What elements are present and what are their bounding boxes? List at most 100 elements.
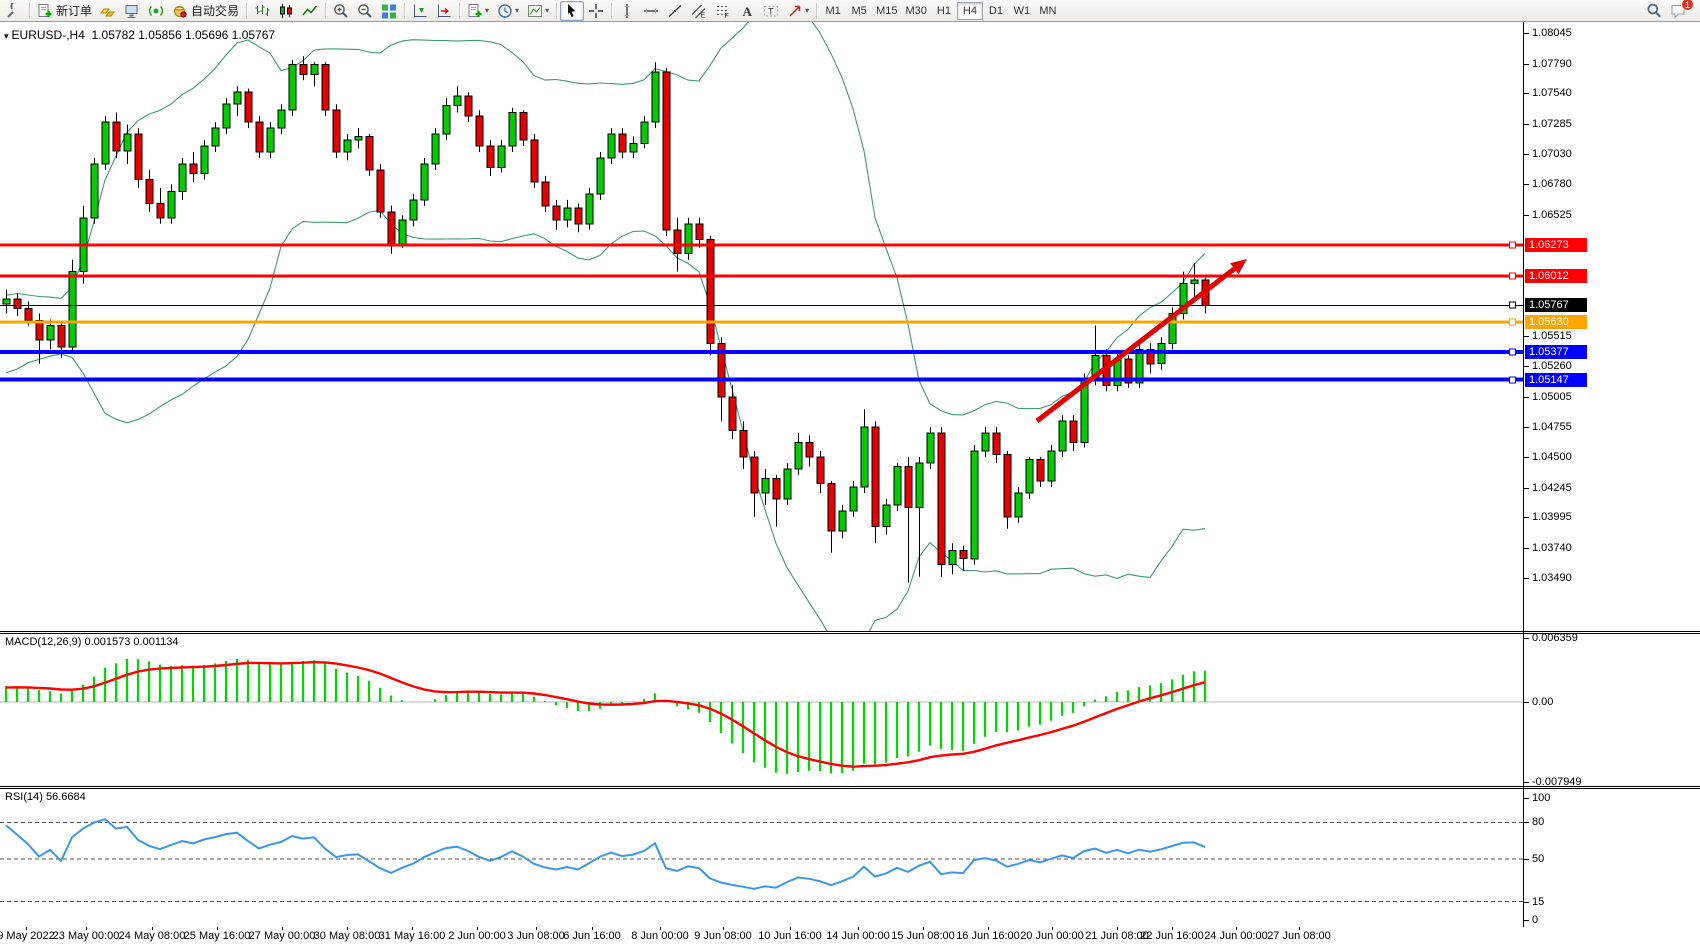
macd-label: MACD(12,26,9) 0.001573 0.001134 [3,636,181,648]
template-icon [527,3,543,19]
fibonacci-button[interactable]: F [711,1,735,21]
label-button[interactable]: T [759,1,783,21]
time-axis-tick [536,927,537,930]
svg-text:F: F [725,13,729,19]
price-line-anchor[interactable] [1509,272,1516,280]
macd-axis-label: 0.00 [1532,696,1554,708]
time-axis-label: 31 May 16:00 [378,930,446,942]
time-axis-label: 9 May 2022 [0,930,55,942]
price-axis-tick [1524,457,1529,458]
text-button[interactable]: A [735,1,759,21]
hline-icon [643,3,659,19]
time-axis-label: 25 May 16:00 [183,930,251,942]
chevron-down-icon: ▾ [545,6,550,15]
text-icon: A [739,3,755,19]
auto-scroll-button[interactable] [432,1,456,21]
time-axis-tick [217,927,218,930]
timeframe-m30-button[interactable]: M30 [905,4,927,17]
timeframe-d1-button[interactable]: D1 [988,4,1003,17]
periods-button[interactable]: ▾ [493,1,523,21]
auto-trading-button[interactable]: 自动交易 [168,1,243,21]
time-axis-tick [1052,927,1053,930]
time-axis-tick [1299,927,1300,930]
price-axis-tick [1524,517,1529,518]
price-axis-label: 1.05260 [1532,360,1572,372]
time-axis[interactable]: 9 May 2022 23 May 00:00 24 May 08:00 25 May… [0,927,1700,945]
price-line-anchor[interactable] [1509,348,1516,356]
horizontal-line-button[interactable] [639,1,663,21]
crosshair-button[interactable] [584,1,608,21]
trendline-button[interactable] [663,1,687,21]
deposit-button[interactable] [96,1,120,21]
price-axis-tick [1524,215,1529,216]
time-axis-label: 6 Jun 16:00 [563,930,621,942]
trend-arrow-head [1230,259,1247,275]
notifications-button[interactable]: 1 [1666,0,1694,21]
svg-text:A: A [743,4,753,19]
chart-shift-button[interactable] [408,1,432,21]
macd-indicator-panel[interactable] [0,634,1524,786]
candlestick-chart-button[interactable] [274,1,298,21]
symbol-dropdown-icon[interactable]: ▾ [4,31,9,41]
time-axis-label: 22 Jun 16:00 [1140,930,1204,942]
price-axis-tick [1524,124,1529,125]
chart-symbol-period: EURUSD-,H4 [11,28,85,42]
rsi-indicator-panel[interactable] [0,789,1524,927]
time-axis-label: 30 May 08:00 [313,930,381,942]
panel-splitter-rsi[interactable] [0,786,1700,789]
rsi-axis-tick [1524,902,1529,903]
time-axis-tick [1117,927,1118,930]
toolbar: 新订单 自动交易 ▾ ▾ ▾ E F A T ▾ M1 M5 M15 M30 H1 H4 D1 W1 MN 1 [0,0,1700,22]
bull-candles [2,64,1199,566]
timeframe-m15-button[interactable]: M15 [876,4,898,17]
price-line-anchor[interactable] [1509,318,1516,326]
line-chart-button[interactable] [298,1,322,21]
chart-title: ▾ EURUSD-,H4 1.05782 1.05856 1.05696 1.05… [4,28,275,42]
new-chart-button[interactable]: ▾ [463,1,493,21]
price-axis-tick [1524,64,1529,65]
templates-button[interactable]: ▾ [523,1,553,21]
time-axis-label: 20 Jun 00:00 [1020,930,1084,942]
svg-text:E: E [701,12,706,19]
price-axis-tick [1524,427,1529,428]
time-axis-tick [412,927,413,930]
rsi-line [5,818,1206,890]
time-axis-label: 3 Jun 08:00 [507,930,565,942]
timeframe-m5-button[interactable]: M5 [851,4,867,17]
new-order-button[interactable]: 新订单 [33,1,96,21]
zoom-out-button[interactable] [353,1,377,21]
timeframe-mn-button[interactable]: MN [1039,4,1057,17]
auto-trading-button-label: 自动交易 [191,4,240,18]
arrows-button[interactable]: ▾ [783,1,813,21]
tile-windows-button[interactable] [377,1,401,21]
cursor-button[interactable] [560,0,585,21]
search-button[interactable] [1642,1,1666,21]
vertical-line-button[interactable] [615,1,639,21]
time-axis-tick [152,927,153,930]
time-axis-tick [86,927,87,930]
timeframe-h4-button[interactable]: H4 [956,1,983,20]
price-line-anchor[interactable] [1509,301,1516,309]
main-price-chart[interactable] [0,1,1524,654]
time-axis-label: 21 Jun 08:00 [1085,930,1149,942]
price-axis-tick [1524,397,1529,398]
timeframe-m1-button[interactable]: M1 [825,4,841,17]
toolbar-separator [816,2,818,19]
signals-button[interactable] [144,1,168,21]
new-order-button-label: 新订单 [56,4,93,18]
time-axis-label: 8 Jun 00:00 [631,930,689,942]
price-line-anchor[interactable] [1509,376,1516,384]
bar-chart-button[interactable] [250,1,274,21]
timeframe-w1-button[interactable]: W1 [1013,4,1031,17]
price-line-anchor[interactable] [1509,241,1516,249]
zoom-in-button[interactable] [329,1,353,21]
time-axis-label: 27 May 00:00 [248,930,316,942]
terminal-button[interactable] [120,1,144,21]
equidistant-channel-button[interactable]: E [687,1,711,21]
panel-splitter-macd[interactable] [0,631,1700,634]
price-axis-label: 1.04500 [1532,451,1572,463]
timeframe-h1-button[interactable]: H1 [936,4,951,17]
time-axis-label: 9 Jun 08:00 [694,930,752,942]
time-axis-tick [988,927,989,930]
